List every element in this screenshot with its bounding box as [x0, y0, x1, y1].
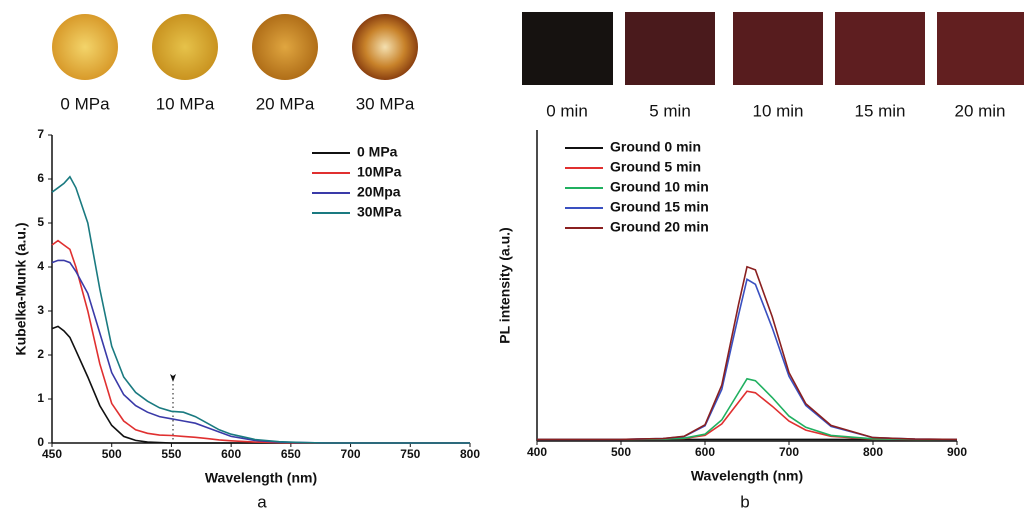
pl-image	[835, 12, 925, 85]
pl-image	[937, 12, 1024, 85]
sample-image	[52, 14, 118, 80]
legend-label: Ground 0 min	[610, 139, 701, 155]
y-axis-label: Kubelka-Munk (a.u.)	[13, 222, 29, 355]
image-label: 15 min	[854, 101, 905, 120]
image-label: 20 MPa	[256, 94, 315, 113]
line-series	[51, 239, 470, 444]
line-series	[537, 390, 957, 441]
pl-image	[625, 12, 715, 85]
line-series	[51, 175, 470, 444]
sample-image	[152, 14, 218, 80]
y-tick-label: 7	[37, 127, 44, 141]
x-tick-label: 600	[695, 445, 715, 459]
legend-label: 10MPa	[357, 164, 402, 180]
line-series	[51, 325, 470, 444]
legend-label: Ground 10 min	[610, 179, 709, 195]
x-axis-label: Wavelength (nm)	[691, 468, 803, 484]
y-tick-label: 6	[37, 171, 44, 185]
pl-image	[733, 12, 823, 85]
x-tick-label: 700	[341, 447, 361, 461]
line-series	[537, 265, 958, 441]
legend-label: 20Mpa	[357, 184, 401, 200]
y-axis-label: PL intensity (a.u.)	[497, 227, 513, 343]
image-label: 30 MPa	[356, 94, 415, 113]
x-tick-label: 400	[527, 445, 547, 459]
sample-image	[252, 14, 318, 80]
y-tick-label: 2	[37, 347, 44, 361]
y-tick-label: 4	[37, 259, 44, 273]
image-label: 20 min	[954, 101, 1005, 120]
panel-label: b	[740, 492, 749, 511]
image-label: 0 MPa	[60, 94, 110, 113]
annotation-arrow	[170, 374, 176, 382]
y-tick-label: 1	[37, 391, 44, 405]
legend-label: Ground 15 min	[610, 199, 709, 215]
y-tick-label: 3	[37, 303, 44, 317]
legend-label: Ground 5 min	[610, 159, 701, 175]
x-tick-label: 800	[863, 445, 883, 459]
legend-label: Ground 20 min	[610, 219, 709, 235]
y-tick-label: 0	[37, 435, 44, 449]
image-label: 10 MPa	[156, 94, 215, 113]
x-tick-label: 600	[221, 447, 241, 461]
image-label: 5 min	[649, 101, 691, 120]
image-label: 0 min	[546, 101, 588, 120]
legend-label: 0 MPa	[357, 144, 398, 160]
legend-label: 30MPa	[357, 204, 402, 220]
sample-image	[352, 14, 418, 80]
x-tick-label: 750	[400, 447, 420, 461]
x-tick-label: 550	[161, 447, 181, 461]
line-series	[537, 278, 958, 441]
pl-image	[522, 12, 613, 85]
x-tick-label: 650	[281, 447, 301, 461]
line-series	[537, 377, 957, 441]
x-tick-label: 900	[947, 445, 967, 459]
image-label: 10 min	[752, 101, 803, 120]
panel-label: a	[257, 492, 267, 511]
x-axis-label: Wavelength (nm)	[205, 470, 317, 486]
x-tick-label: 500	[102, 447, 122, 461]
y-tick-label: 5	[37, 215, 44, 229]
x-tick-label: 800	[460, 447, 480, 461]
x-tick-label: 500	[611, 445, 631, 459]
x-tick-label: 450	[42, 447, 62, 461]
x-tick-label: 700	[779, 445, 799, 459]
